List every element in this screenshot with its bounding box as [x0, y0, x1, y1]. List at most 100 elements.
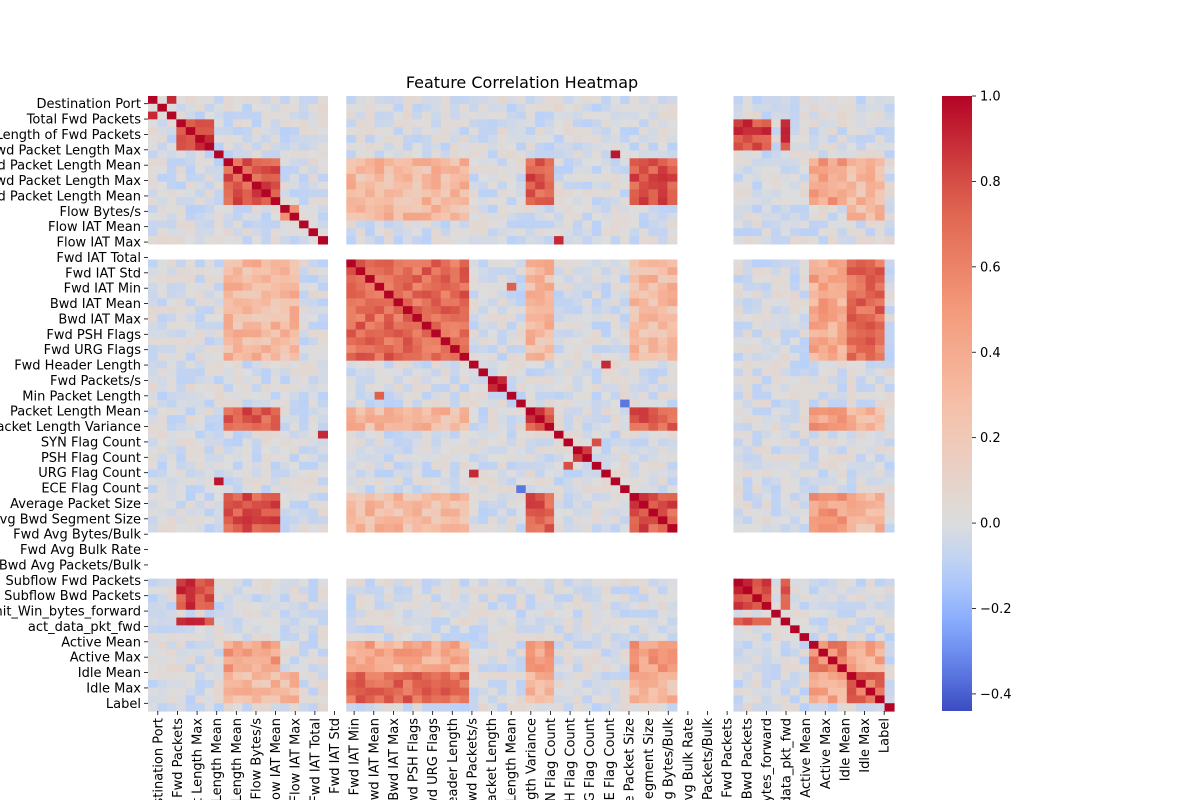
heatmap-cell	[251, 337, 262, 346]
heatmap-cell	[601, 625, 612, 634]
heatmap-cell	[516, 119, 527, 128]
heatmap-cell	[761, 672, 772, 681]
heatmap-cell	[459, 524, 470, 533]
heatmap-cell	[478, 477, 489, 486]
heatmap-cell	[421, 259, 432, 268]
heatmap-cell	[308, 368, 319, 377]
heatmap-cell	[402, 337, 413, 346]
heatmap-cell	[875, 648, 886, 658]
heatmap-cell	[487, 313, 498, 323]
heatmap-cell	[572, 103, 583, 113]
heatmap-cell	[771, 679, 782, 689]
heatmap-cell	[742, 142, 753, 152]
heatmap-cell	[185, 352, 196, 362]
heatmap-cell	[591, 376, 602, 385]
heatmap-cell	[299, 189, 310, 198]
heatmap-cell	[195, 391, 206, 401]
heatmap-cell	[384, 422, 395, 432]
heatmap-cell	[148, 609, 159, 619]
heatmap-cell	[639, 352, 650, 362]
heatmap-cell	[648, 438, 659, 447]
heatmap-cell	[657, 298, 668, 307]
heatmap-cell	[308, 493, 319, 502]
heatmap-cell	[450, 150, 461, 159]
heatmap-cell	[771, 695, 782, 704]
heatmap-cell	[176, 181, 187, 191]
heatmap-cell	[223, 259, 234, 268]
heatmap-cell	[827, 376, 838, 385]
heatmap-cell	[402, 360, 413, 370]
heatmap-cell	[497, 345, 508, 354]
heatmap-cell	[544, 493, 555, 502]
heatmap-cell	[176, 422, 187, 432]
heatmap-cell	[875, 594, 886, 603]
heatmap-cell	[308, 337, 319, 346]
heatmap-cell	[827, 454, 838, 463]
heatmap-cell	[412, 617, 423, 626]
heatmap-cell	[629, 461, 640, 471]
heatmap-cell	[884, 181, 895, 191]
heatmap-cell	[261, 360, 272, 370]
heatmap-cell	[809, 422, 820, 432]
heatmap-cell	[771, 664, 782, 673]
heatmap-cell	[459, 485, 470, 494]
heatmap-cell	[591, 422, 602, 432]
heatmap-cell	[289, 407, 300, 416]
heatmap-cell	[402, 586, 413, 595]
heatmap-cell	[384, 267, 395, 276]
heatmap-cell	[610, 134, 621, 144]
heatmap-cell	[157, 500, 168, 510]
heatmap-cell	[591, 493, 602, 502]
heatmap-cell	[620, 695, 631, 704]
heatmap-cell	[742, 173, 753, 183]
heatmap-cell	[431, 422, 442, 432]
heatmap-cell	[459, 407, 470, 416]
heatmap-cell	[809, 446, 820, 455]
heatmap-cell	[809, 282, 820, 292]
heatmap-cell	[629, 166, 640, 175]
heatmap-cell	[733, 220, 744, 229]
heatmap-cell	[280, 212, 291, 222]
heatmap-cell	[450, 282, 461, 292]
heatmap-cell	[752, 134, 763, 144]
heatmap-cell	[421, 275, 432, 284]
heatmap-cell	[572, 485, 583, 494]
heatmap-cell	[289, 275, 300, 284]
heatmap-cell	[299, 321, 310, 331]
heatmap-cell	[818, 150, 829, 159]
heatmap-cell	[214, 656, 225, 665]
heatmap-cell	[384, 672, 395, 681]
heatmap-cell	[232, 321, 244, 331]
heatmap-cell	[572, 96, 583, 105]
heatmap-cell	[563, 477, 574, 486]
heatmap-cell	[261, 695, 272, 704]
heatmap-cell	[384, 586, 395, 595]
heatmap-cell	[535, 485, 546, 494]
heatmap-cell	[450, 228, 461, 237]
heatmap-cell	[478, 275, 489, 284]
heatmap-cell	[780, 103, 791, 113]
heatmap-cell	[761, 656, 772, 665]
heatmap-cell	[610, 640, 621, 650]
heatmap-cell	[308, 617, 319, 626]
heatmap-cell	[790, 664, 801, 673]
heatmap-cell	[355, 212, 366, 222]
heatmap-cell	[506, 508, 517, 517]
heatmap-cell	[790, 220, 801, 229]
heatmap-cell	[856, 306, 867, 315]
heatmap-cell	[742, 407, 753, 416]
heatmap-cell	[232, 485, 244, 494]
heatmap-cell	[780, 485, 791, 494]
heatmap-cell	[402, 384, 413, 393]
heatmap-cell	[648, 516, 659, 525]
heatmap-cell	[535, 594, 546, 603]
heatmap-cell	[856, 329, 867, 338]
heatmap-cell	[742, 150, 753, 159]
heatmap-cell	[525, 158, 536, 167]
heatmap-cell	[771, 259, 782, 268]
heatmap-cell	[799, 399, 810, 408]
heatmap-cell	[365, 134, 376, 144]
heatmap-cell	[620, 96, 631, 105]
heatmap-cell	[365, 602, 376, 611]
heatmap-cell	[299, 500, 310, 510]
